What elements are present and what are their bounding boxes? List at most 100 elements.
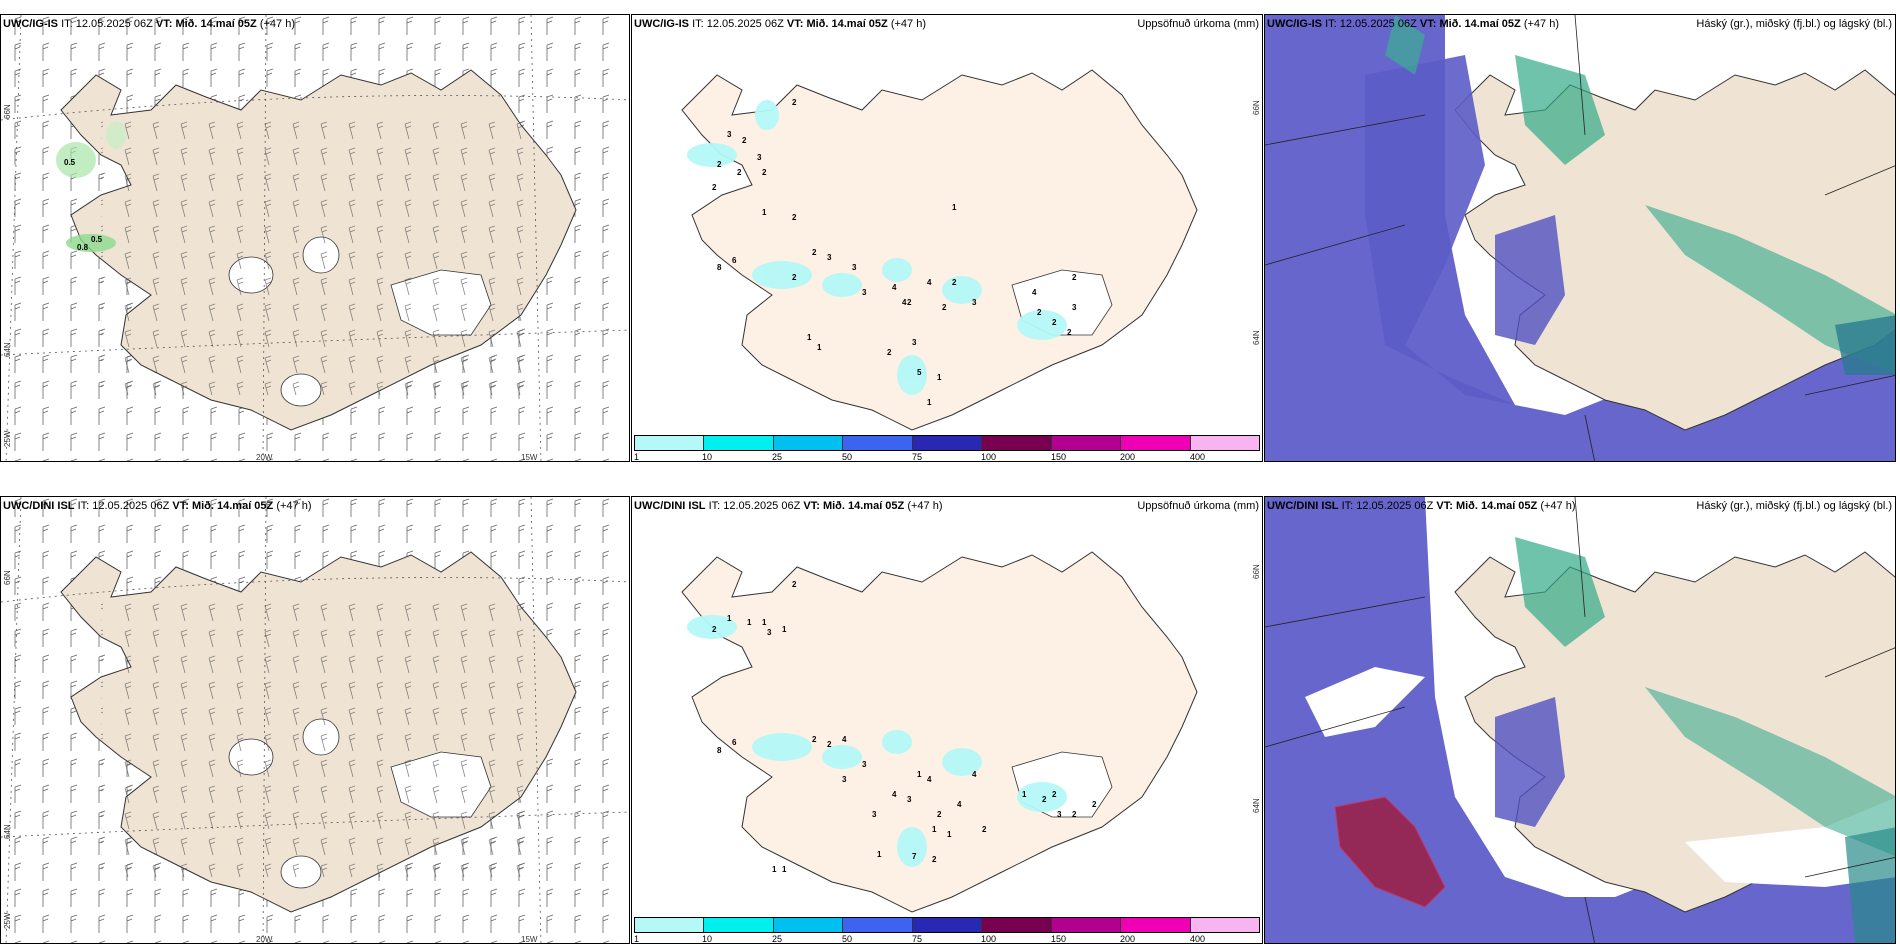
panel-header: UWC/DINI ISL IT: 12.05.2025 06Z VT: Mið.…: [3, 500, 312, 512]
precip-value: 2: [742, 136, 747, 145]
precip-value: 2: [1052, 318, 1057, 327]
precip-value: 1: [727, 614, 732, 623]
precip-value: 4: [892, 283, 897, 292]
precip-value: 3: [757, 153, 762, 162]
precip-colorbar: [634, 435, 1260, 451]
precip-value: 1: [952, 203, 957, 212]
colorbar-bin: [1121, 918, 1191, 932]
colorbar-label: 25: [772, 452, 783, 462]
lat-label: 66N: [1252, 100, 1261, 115]
precip-value: 3: [862, 288, 867, 297]
wind-label: 0.8: [77, 243, 89, 252]
precip-value: 1: [747, 618, 752, 627]
colorbar-bin: [1051, 436, 1122, 450]
wind-map: 0.5 0.5 0.8: [1, 15, 629, 461]
colorbar-label: 100: [981, 934, 997, 944]
precip-value: 2: [1072, 810, 1077, 819]
wind-map-panel-top: UWC/IG-IS IT: 12.05.2025 06Z VT: Mið. 14…: [0, 14, 630, 462]
precip-value: 3: [842, 775, 847, 784]
panel-header: UWC/IG-IS IT: 12.05.2025 06Z VT: Mið. 14…: [634, 18, 926, 30]
lon-label: 15W: [521, 453, 538, 462]
precip-map-panel-top: UWC/IG-IS IT: 12.05.2025 06Z VT: Mið. 14…: [631, 14, 1263, 462]
colorbar-bin: [843, 436, 913, 450]
lat-label: 64N: [1252, 798, 1261, 813]
precip-value: 8: [717, 746, 722, 755]
precip-value: 2: [907, 298, 912, 307]
precip-value: 3: [862, 760, 867, 769]
precip-value: 2: [792, 580, 797, 589]
precip-value: 1: [932, 825, 937, 834]
wind-label: 0.5: [64, 158, 76, 167]
precip-value: 2: [937, 810, 942, 819]
colorbar-bin: [773, 436, 844, 450]
colorbar-label: 25: [772, 934, 783, 944]
lon-label: 25W: [3, 430, 12, 447]
cloud-map-panel-bottom: UWC/DINI ISL IT: 12.05.2025 06Z VT: Mið.…: [1264, 496, 1896, 944]
precip-value: 3: [972, 298, 977, 307]
precip-value: 4: [892, 790, 897, 799]
precip-value: 4: [972, 770, 977, 779]
colorbar-bin: [912, 436, 983, 450]
precip-value: 4: [842, 735, 847, 744]
colorbar-bin: [912, 918, 983, 932]
precip-value: 2: [812, 248, 817, 257]
colorbar-label: 200: [1120, 452, 1136, 462]
precip-value: 2: [827, 740, 832, 749]
precip-map-panel-bottom: UWC/DINI ISL IT: 12.05.2025 06Z VT: Mið.…: [631, 496, 1263, 944]
colorbar-label: 75: [912, 934, 923, 944]
precip-value: 4: [927, 775, 932, 784]
wind-map: [1, 497, 629, 943]
panel-header: UWC/IG-IS IT: 12.05.2025 06Z VT: Mið. 14…: [3, 18, 295, 30]
precip-value: 3: [727, 130, 732, 139]
colorbar-bin: [1190, 918, 1259, 932]
cloud-map: [1265, 497, 1895, 943]
lat-label: 64N: [1252, 330, 1261, 345]
precip-value: 2: [952, 278, 957, 287]
precip-title: Uppsöfnuð úrkoma (mm): [1137, 500, 1259, 512]
precip-value: 1: [917, 770, 922, 779]
precip-value: 2: [1042, 795, 1047, 804]
colorbar-bin: [982, 918, 1052, 932]
colorbar-bin: [635, 436, 705, 450]
panel-header: UWC/IG-IS IT: 12.05.2025 06Z VT: Mið. 14…: [1267, 18, 1559, 30]
precip-value: 6: [732, 738, 737, 747]
precip-value: 2: [737, 168, 742, 177]
colorbar-label: 1: [634, 452, 640, 462]
lat-label: 64N: [3, 824, 12, 839]
precip-value: 3: [907, 795, 912, 804]
precip-value: 1: [762, 618, 767, 627]
colorbar-label: 150: [1051, 452, 1067, 462]
wind-map-panel-bottom: UWC/DINI ISL IT: 12.05.2025 06Z VT: Mið.…: [0, 496, 630, 944]
colorbar-bin: [773, 918, 844, 932]
lat-label: 64N: [3, 342, 12, 357]
colorbar-bin: [704, 436, 774, 450]
precip-value: 2: [712, 625, 717, 634]
precip-value: 3: [767, 628, 772, 637]
colorbar-labels: 1 10 25 50 75 100 150 200 400: [634, 934, 1260, 944]
precip-value: 1: [782, 865, 787, 874]
precip-value: 1: [947, 830, 952, 839]
lon-label: 20W: [256, 453, 273, 462]
precip-value: 2: [712, 183, 717, 192]
cloud-map-panel-top: UWC/IG-IS IT: 12.05.2025 06Z VT: Mið. 14…: [1264, 14, 1896, 462]
precip-value: 4: [927, 278, 932, 287]
precip-value: 2: [792, 98, 797, 107]
precip-value: 2: [1037, 308, 1042, 317]
colorbar-label: 75: [912, 452, 923, 462]
precip-value: 4: [902, 298, 907, 307]
precip-value: 6: [732, 256, 737, 265]
precip-colorbar: [634, 917, 1260, 933]
colorbar-labels: 1 10 25 50 75 100 150 200 400: [634, 452, 1260, 462]
precip-value: 3: [1057, 810, 1062, 819]
precip-value: 4: [957, 800, 962, 809]
lat-label: 66N: [3, 570, 12, 585]
lon-label: 15W: [521, 935, 538, 944]
precip-value: 3: [1072, 303, 1077, 312]
precip-title: Uppsöfnuð úrkoma (mm): [1137, 18, 1259, 30]
lat-label: 66N: [1252, 564, 1261, 579]
colorbar-label: 150: [1051, 934, 1067, 944]
precip-value: 3: [852, 263, 857, 272]
precip-value: 2: [887, 348, 892, 357]
